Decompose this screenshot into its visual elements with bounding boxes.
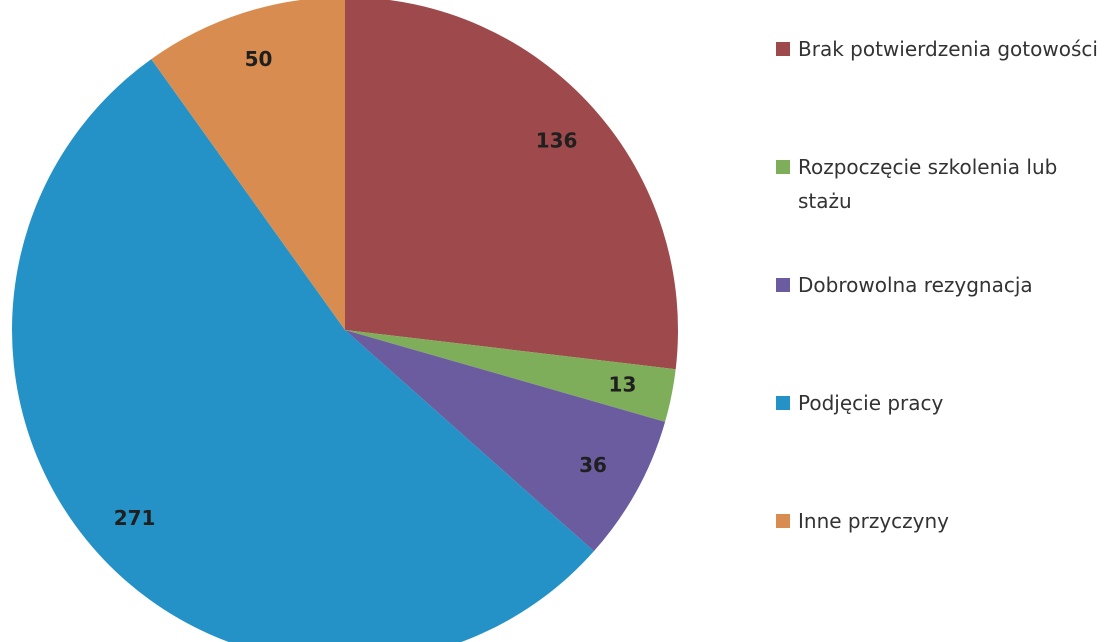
legend-item: Brak potwierdzenia gotowości (776, 32, 1106, 150)
legend-swatch (776, 42, 790, 56)
data-label: 13 (609, 372, 637, 396)
pie-slice (345, 330, 676, 422)
legend-swatch (776, 160, 790, 174)
pie-slice (345, 0, 678, 370)
legend-swatch (776, 514, 790, 528)
legend-item: Inne przyczyny (776, 504, 1106, 622)
pie-slice (151, 0, 345, 330)
legend-item: Dobrowolna rezygnacja (776, 268, 1106, 386)
legend-label: Brak potwierdzenia gotowości (798, 37, 1098, 61)
pie-slice (345, 330, 666, 552)
legend-label: Inne przyczyny (798, 509, 950, 533)
legend-label: Podjęcie pracy (798, 391, 944, 415)
data-label: 50 (245, 47, 273, 71)
data-label: 271 (114, 506, 156, 530)
legend: Brak potwierdzenia gotowości Rozpoczęcie … (776, 32, 1106, 622)
legend-label: Dobrowolna rezygnacja (798, 273, 1033, 297)
data-label: 36 (579, 453, 607, 477)
legend-swatch (776, 396, 790, 410)
legend-label: Rozpoczęcie szkolenia lub stażu (798, 155, 1058, 213)
data-label: 136 (536, 128, 578, 152)
legend-item: Rozpoczęcie szkolenia lub stażu (776, 150, 1106, 268)
legend-item: Podjęcie pracy (776, 386, 1106, 504)
pie-slice (12, 59, 594, 642)
legend-swatch (776, 278, 790, 292)
